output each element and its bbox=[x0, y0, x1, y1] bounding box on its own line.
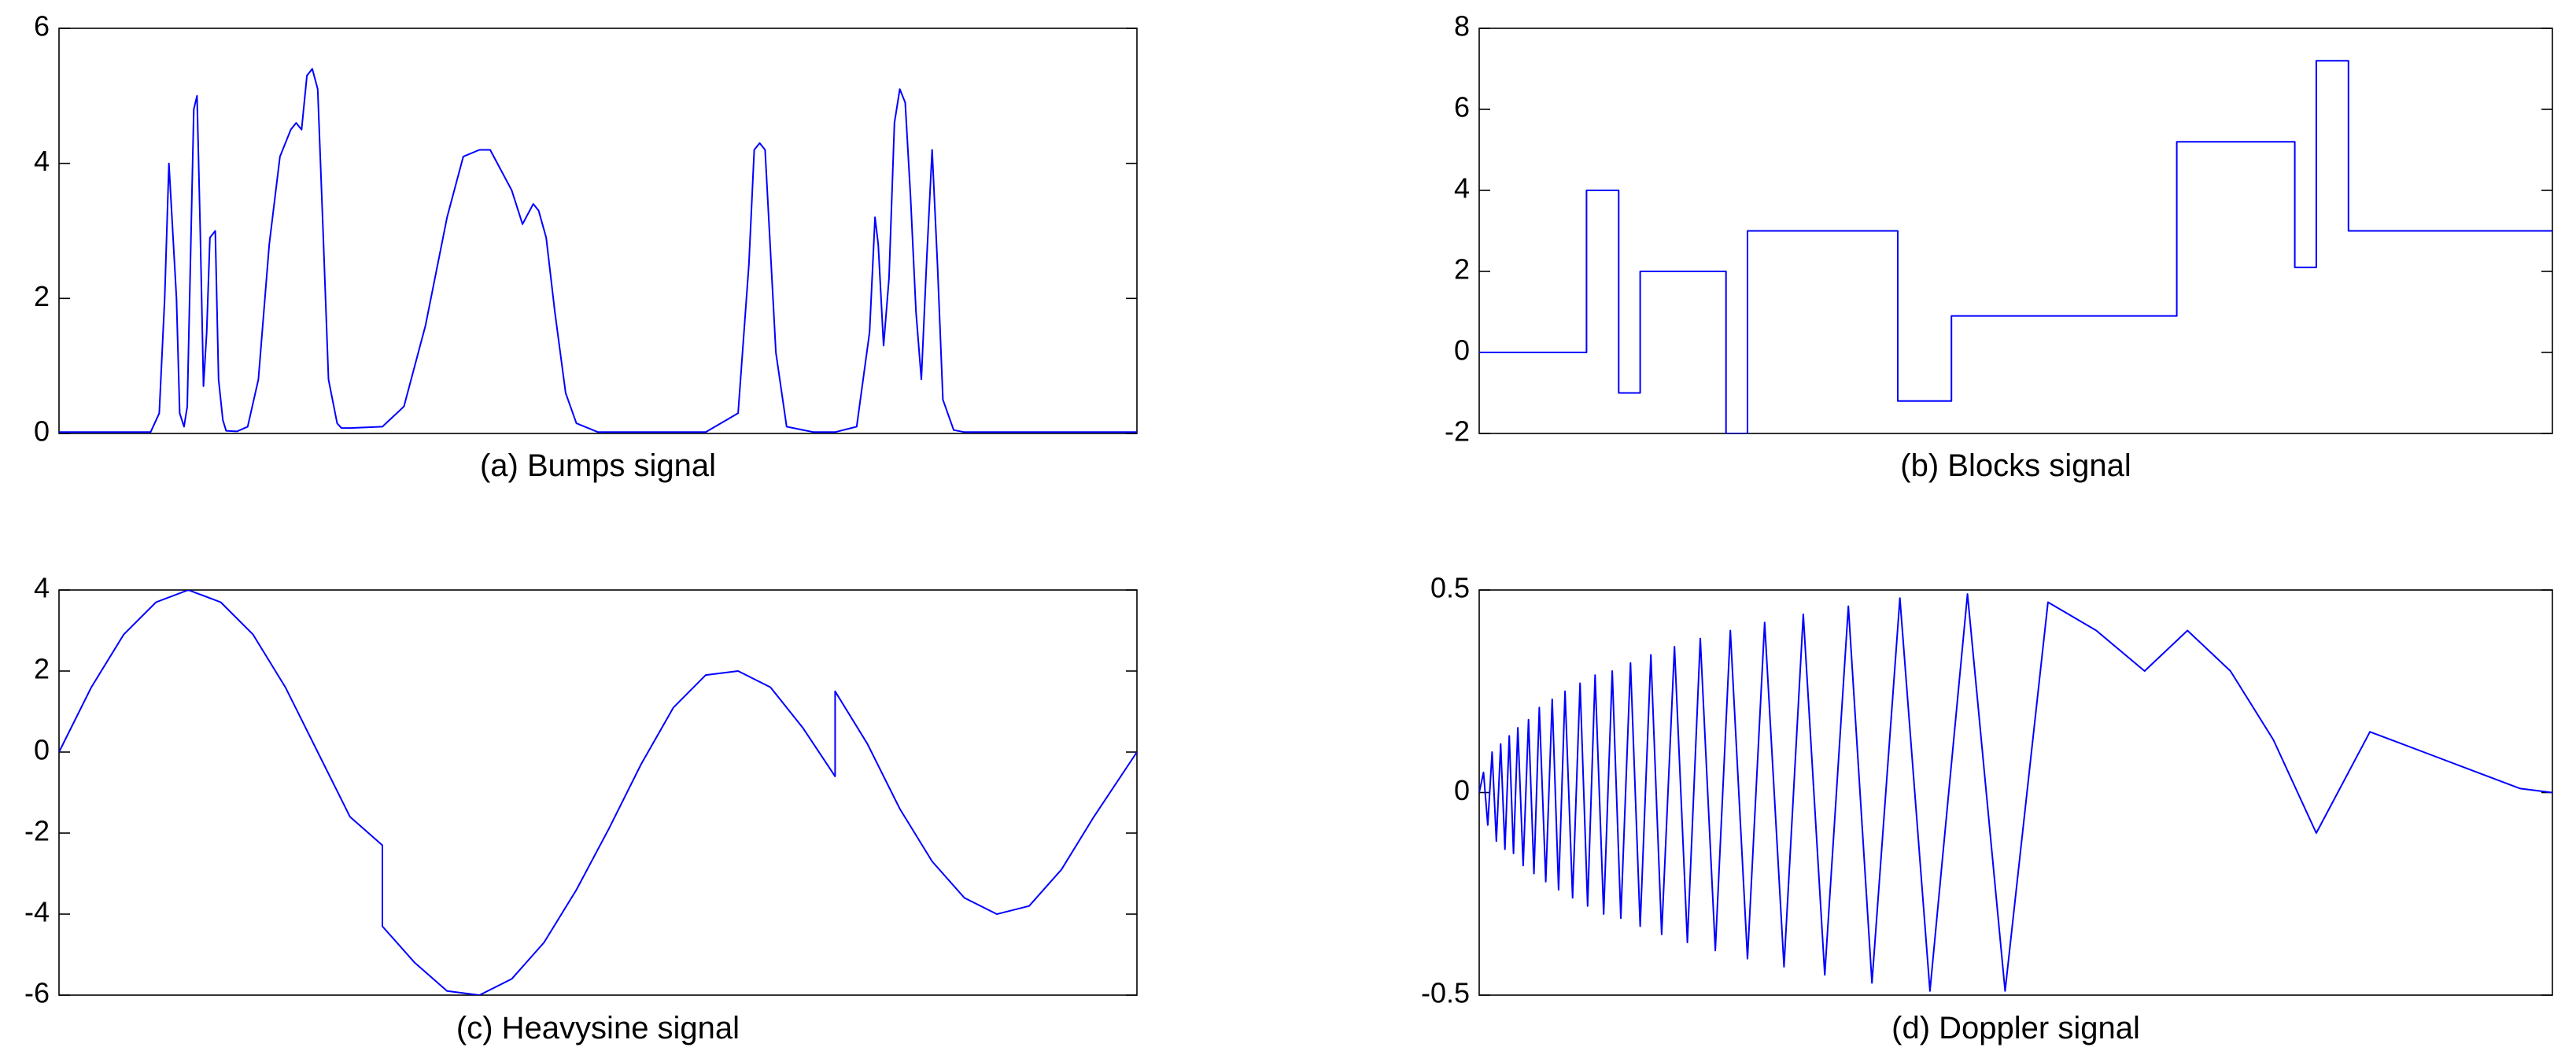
y-tick-label-bumps: 6 bbox=[34, 10, 50, 42]
chart-doppler: -0.5 0 0.5 (d) Doppler signal bbox=[1421, 572, 2553, 1045]
chart-blocks: -2 0 2 4 6 8 (b) Blocks signal bbox=[1445, 10, 2553, 483]
caption-doppler: (d) Doppler signal bbox=[1891, 1011, 2140, 1045]
series-line-bumps-0 bbox=[59, 68, 1137, 433]
y-tick-label-bumps: 2 bbox=[34, 280, 50, 312]
caption-heavysine: (c) Heavysine signal bbox=[456, 1011, 740, 1045]
series-line-doppler-0 bbox=[1479, 593, 2552, 992]
y-tick-label-bumps: 0 bbox=[34, 415, 50, 448]
axes-box-heavysine bbox=[58, 589, 1138, 996]
series-line-heavysine-0 bbox=[59, 590, 1137, 995]
axes-box-bumps bbox=[58, 28, 1138, 434]
series-line-blocks-0 bbox=[1479, 60, 2552, 433]
y-tick-label-blocks: 2 bbox=[1454, 253, 1470, 286]
chart-bumps: 0 2 4 6 (a) Bumps signal bbox=[34, 10, 1138, 483]
y-tick-label-blocks: 6 bbox=[1454, 91, 1470, 124]
y-tick-label-heavysine: -2 bbox=[24, 815, 50, 847]
y-tick-label-blocks: -2 bbox=[1445, 415, 1470, 448]
y-tick-label-blocks: 0 bbox=[1454, 334, 1470, 367]
y-tick-label-doppler: 0 bbox=[1454, 774, 1470, 806]
y-tick-label-bumps: 4 bbox=[34, 145, 50, 177]
y-tick-label-blocks: 8 bbox=[1454, 10, 1470, 42]
y-tick-label-heavysine: 2 bbox=[34, 653, 50, 685]
y-tick-label-heavysine: 0 bbox=[34, 734, 50, 766]
y-tick-label-doppler: 0.5 bbox=[1430, 572, 1470, 604]
chart-heavysine: -6 -4 -2 0 2 4 (c) Heavysine signal bbox=[24, 572, 1138, 1045]
y-tick-label-heavysine: -6 bbox=[24, 977, 50, 1009]
y-tick-label-heavysine: -4 bbox=[24, 896, 50, 928]
caption-blocks: (b) Blocks signal bbox=[1900, 448, 2131, 483]
y-tick-label-doppler: -0.5 bbox=[1421, 977, 1470, 1009]
y-tick-label-heavysine: 4 bbox=[34, 572, 50, 604]
y-tick-label-blocks: 4 bbox=[1454, 172, 1470, 205]
caption-bumps: (a) Bumps signal bbox=[480, 448, 716, 483]
